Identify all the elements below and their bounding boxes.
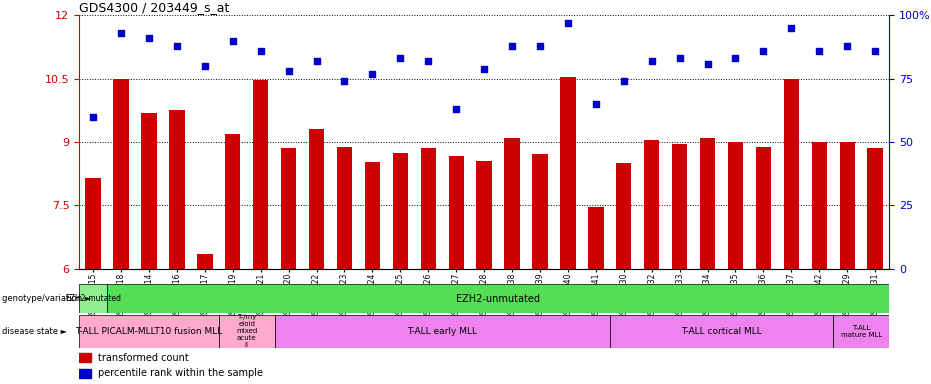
Bar (114, 79, 128, 269)
Text: transformed count: transformed count (98, 353, 189, 363)
Bar (812, 142, 827, 269)
Point (560, 20, 575, 26)
Point (616, 78, 631, 84)
Point (114, 30, 128, 36)
Text: T-ALL cortical MLL: T-ALL cortical MLL (681, 327, 762, 336)
Bar (79, 353, 91, 362)
Point (449, 106, 464, 112)
Point (868, 48, 883, 54)
Point (281, 68, 296, 74)
Bar (728, 142, 743, 269)
Bar (560, 77, 575, 269)
Bar (784, 79, 799, 269)
Point (86, 114, 101, 120)
Bar (79, 315, 219, 348)
Point (197, 63, 212, 69)
Point (142, 35, 156, 41)
Bar (421, 149, 436, 269)
Point (309, 58, 324, 64)
Point (533, 43, 547, 49)
Bar (533, 154, 547, 269)
Bar (79, 284, 107, 313)
Bar (700, 138, 715, 269)
Point (672, 55, 687, 61)
Bar (393, 153, 408, 269)
Bar (610, 315, 833, 348)
Point (421, 58, 436, 64)
Bar (309, 129, 324, 269)
Bar (588, 207, 603, 269)
Bar (281, 149, 296, 269)
Point (393, 55, 408, 61)
Bar (449, 156, 464, 269)
Point (253, 48, 268, 54)
Bar (672, 144, 687, 269)
Point (700, 60, 715, 66)
Bar (142, 113, 156, 269)
Point (840, 43, 855, 49)
Point (169, 43, 184, 49)
Text: EZH2-mutated: EZH2-mutated (65, 294, 121, 303)
Point (784, 25, 799, 31)
Text: T-ALL early MLL: T-ALL early MLL (407, 327, 478, 336)
Point (505, 43, 519, 49)
Text: GDS4300 / 203449_s_at: GDS4300 / 203449_s_at (79, 1, 230, 14)
Text: genotype/variation ►: genotype/variation ► (2, 294, 91, 303)
Point (756, 48, 771, 54)
Bar (169, 111, 184, 269)
Point (337, 78, 352, 84)
Bar (219, 315, 275, 348)
Bar (337, 147, 352, 269)
Text: disease state ►: disease state ► (2, 327, 67, 336)
Bar (840, 142, 855, 269)
Bar (477, 161, 492, 269)
Text: EZH2-unmutated: EZH2-unmutated (456, 293, 540, 304)
Point (225, 38, 240, 44)
Point (728, 55, 743, 61)
Bar (225, 134, 240, 269)
Bar (833, 315, 889, 348)
Point (644, 58, 659, 64)
Text: T-ALL
mature MLL: T-ALL mature MLL (841, 325, 882, 338)
Bar (644, 140, 659, 269)
Bar (275, 315, 610, 348)
Text: percentile rank within the sample: percentile rank within the sample (98, 368, 263, 378)
Text: T-/my
eloid
mixed
acute
ll: T-/my eloid mixed acute ll (236, 314, 257, 348)
Point (588, 101, 603, 107)
Point (812, 48, 827, 54)
Point (365, 71, 380, 77)
Text: T-ALL PICALM-MLLT10 fusion MLL: T-ALL PICALM-MLLT10 fusion MLL (75, 327, 223, 336)
Bar (79, 369, 91, 378)
Bar (756, 147, 771, 269)
Bar (86, 178, 101, 269)
Bar (868, 147, 883, 269)
Bar (505, 138, 519, 269)
Bar (253, 80, 268, 269)
Bar (365, 162, 380, 269)
Point (477, 66, 492, 72)
Bar (197, 254, 212, 269)
Bar (616, 163, 631, 269)
